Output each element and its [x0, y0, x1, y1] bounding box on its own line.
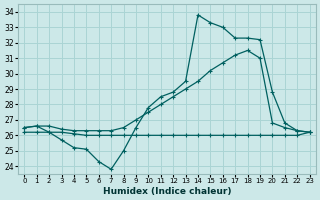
X-axis label: Humidex (Indice chaleur): Humidex (Indice chaleur) — [103, 187, 231, 196]
